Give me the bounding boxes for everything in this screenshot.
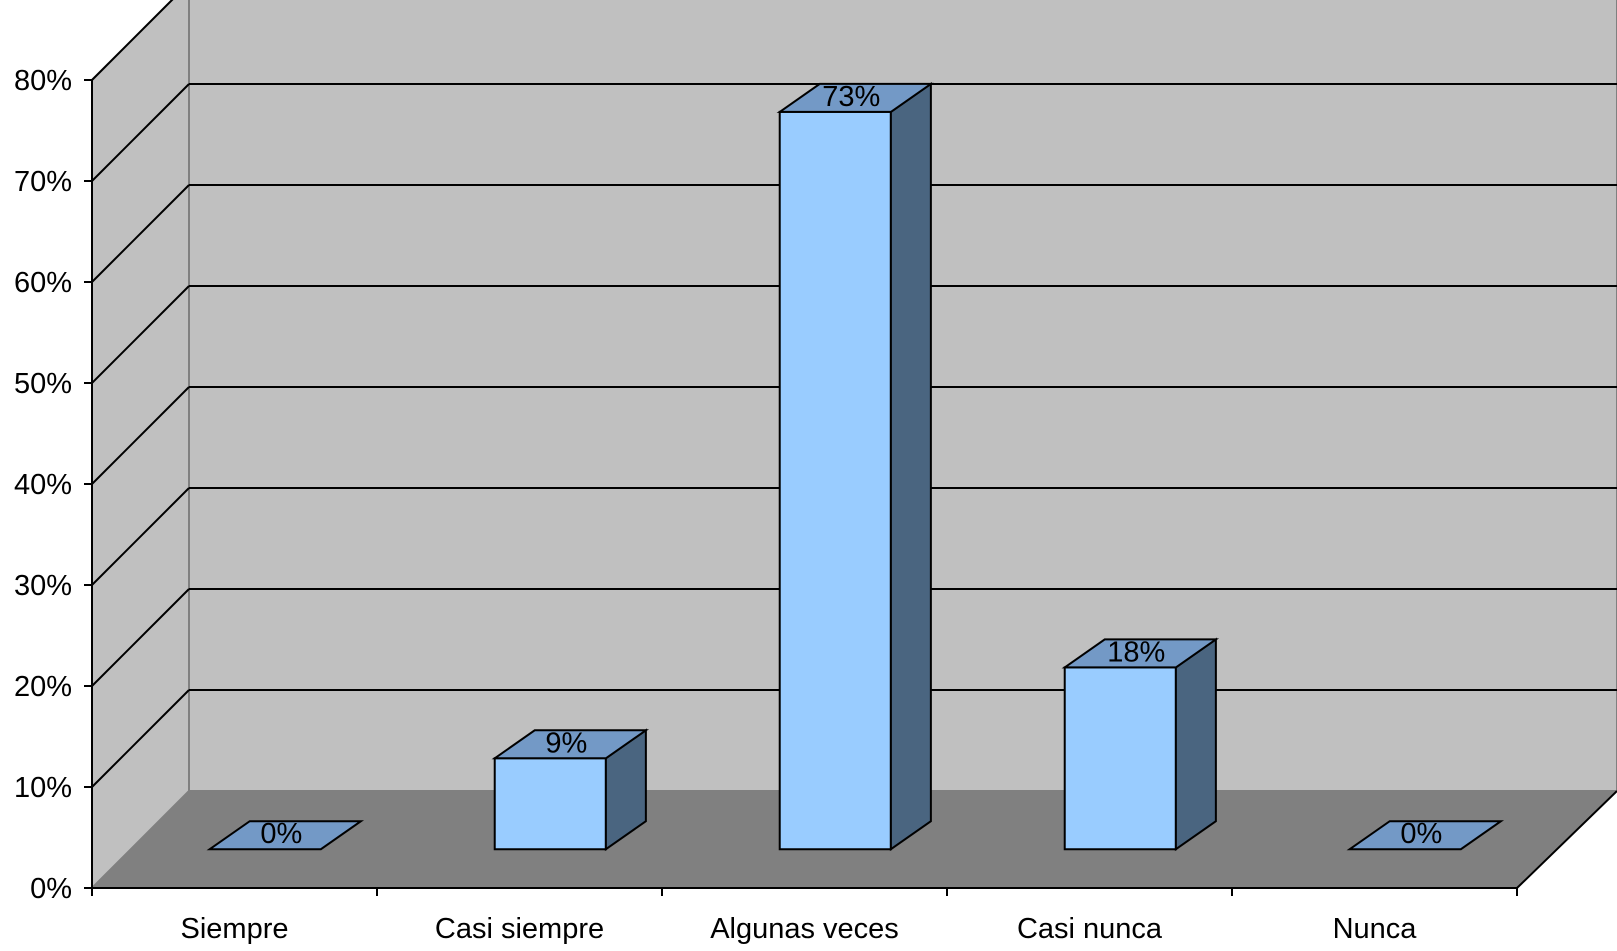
- data-label: 0%: [1400, 818, 1442, 850]
- bar-front: [493, 757, 607, 851]
- y-tick-label: 50%: [14, 368, 72, 400]
- x-category-label: Casi siempre: [435, 913, 604, 945]
- axes: [84, 79, 1617, 896]
- gridline-side: [91, 487, 190, 586]
- bar-side: [1174, 637, 1217, 852]
- x-category-label: Algunas veces: [710, 913, 899, 945]
- data-label: 18%: [1107, 636, 1165, 668]
- gridline-side: [91, 689, 190, 788]
- y-tick-label: 20%: [14, 671, 72, 703]
- gridline-side: [91, 184, 190, 283]
- y-tick-label: 70%: [14, 166, 72, 198]
- bar-top: [1061, 638, 1220, 669]
- gridline-side: [91, 588, 190, 687]
- bar-top: [491, 729, 650, 760]
- x-category-label: Casi nunca: [1017, 913, 1163, 945]
- gridline-side: [91, 0, 174, 81]
- y-tick-label: 10%: [14, 772, 72, 804]
- floor-edge: [1516, 790, 1617, 889]
- x-category-label: Siempre: [181, 913, 289, 945]
- y-tick-label: 40%: [14, 469, 72, 501]
- y-tick-label: 30%: [14, 570, 72, 602]
- data-label: 0%: [260, 818, 302, 850]
- data-label: 9%: [545, 727, 587, 759]
- gridline-side: [91, 83, 190, 182]
- x-category-label: Nunca: [1333, 913, 1418, 945]
- bar-top: [776, 82, 935, 113]
- bar-side: [889, 81, 932, 852]
- gridline-side: [91, 386, 190, 485]
- y-tick-label: 60%: [14, 267, 72, 299]
- gridline-side: [91, 285, 190, 384]
- y-tick-label: 80%: [14, 65, 72, 97]
- data-label: 73%: [822, 81, 880, 113]
- y-tick-label: 0%: [30, 873, 72, 905]
- bars: [206, 81, 1505, 852]
- labels: 0% 10% 20% 30% 40% 50% 60% 70% 80% 0% Siempre 9% Cas…: [14, 65, 1442, 945]
- bar-front: [1063, 666, 1177, 851]
- bar-front: [778, 110, 892, 851]
- bar-top: [1346, 820, 1505, 851]
- bar-top: [206, 820, 365, 851]
